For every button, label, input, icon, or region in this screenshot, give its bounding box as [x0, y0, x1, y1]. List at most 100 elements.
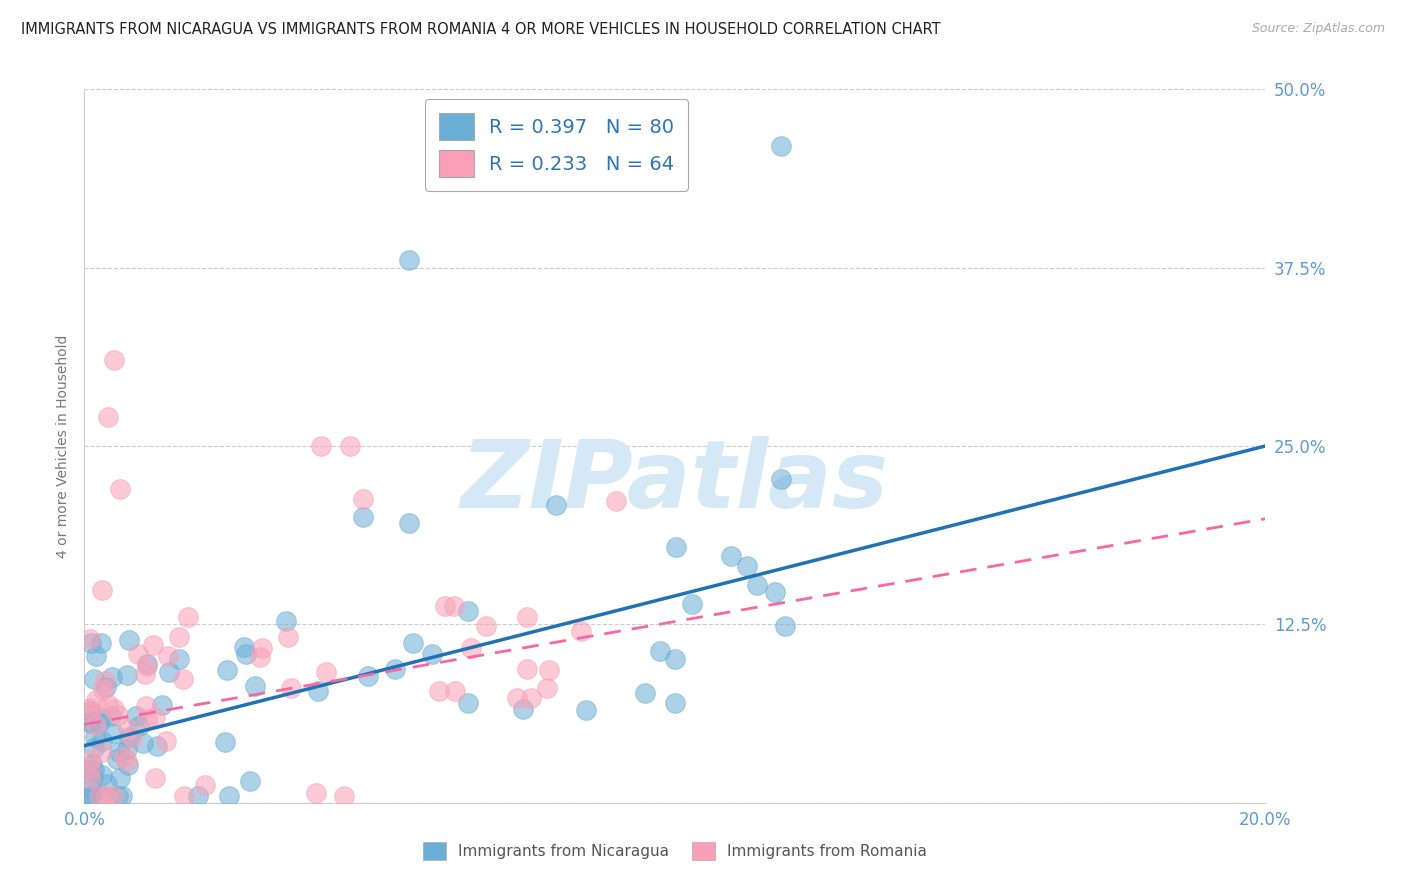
Point	[83, 672, 105, 686]
Point	[475, 619, 498, 633]
Point	[111, 789, 134, 803]
Point	[100, 669, 122, 683]
Point	[357, 669, 380, 683]
Point	[115, 742, 138, 756]
Point	[634, 686, 657, 700]
Point	[108, 482, 131, 496]
Point	[84, 693, 107, 707]
Text: ZIPatlas: ZIPatlas	[461, 435, 889, 528]
Point	[117, 668, 139, 682]
Point	[332, 789, 354, 803]
Point	[79, 701, 101, 715]
Point	[79, 782, 101, 797]
Point	[91, 582, 114, 597]
Point	[108, 771, 131, 785]
Point	[105, 751, 128, 765]
Point	[101, 789, 124, 803]
Point	[218, 789, 240, 803]
Point	[398, 516, 420, 530]
Y-axis label: 4 or more Vehicles in Household: 4 or more Vehicles in Household	[56, 334, 70, 558]
Point	[90, 768, 112, 782]
Point	[79, 706, 101, 720]
Point	[544, 498, 567, 512]
Point	[127, 647, 149, 661]
Point	[87, 716, 110, 731]
Point	[747, 578, 769, 592]
Point	[97, 410, 120, 425]
Point	[773, 619, 796, 633]
Point	[96, 776, 118, 790]
Point	[434, 599, 457, 613]
Point	[91, 682, 114, 697]
Point	[84, 648, 107, 663]
Point	[117, 632, 139, 647]
Point	[103, 702, 125, 716]
Point	[280, 681, 302, 695]
Point	[384, 662, 406, 676]
Point	[352, 509, 374, 524]
Point	[352, 491, 374, 506]
Point	[650, 644, 672, 658]
Point	[232, 640, 254, 654]
Point	[108, 745, 131, 759]
Point	[146, 739, 169, 754]
Point	[80, 636, 103, 650]
Point	[115, 755, 138, 769]
Point	[83, 740, 105, 755]
Point	[249, 650, 271, 665]
Point	[173, 789, 195, 803]
Point	[156, 649, 179, 664]
Point	[235, 647, 257, 661]
Point	[90, 636, 112, 650]
Point	[89, 789, 111, 803]
Point	[112, 749, 135, 764]
Point	[152, 698, 174, 712]
Point	[155, 734, 177, 748]
Point	[100, 708, 122, 723]
Point	[135, 657, 157, 671]
Point	[167, 631, 190, 645]
Point	[79, 763, 101, 777]
Point	[79, 753, 101, 767]
Point	[770, 472, 793, 486]
Point	[79, 789, 101, 803]
Point	[307, 684, 329, 698]
Point	[735, 559, 758, 574]
Point	[457, 604, 479, 618]
Point	[720, 549, 742, 563]
Point	[250, 641, 273, 656]
Legend: Immigrants from Nicaragua, Immigrants from Romania: Immigrants from Nicaragua, Immigrants fr…	[416, 836, 934, 866]
Point	[118, 730, 141, 744]
Point	[187, 789, 209, 803]
Point	[131, 736, 153, 750]
Point	[121, 731, 143, 745]
Point	[94, 681, 117, 695]
Point	[664, 696, 686, 710]
Point	[402, 636, 425, 650]
Point	[516, 610, 538, 624]
Point	[143, 772, 166, 786]
Point	[79, 789, 101, 803]
Point	[117, 758, 139, 772]
Point	[79, 714, 101, 729]
Point	[82, 756, 104, 771]
Point	[90, 789, 112, 803]
Point	[512, 702, 534, 716]
Point	[124, 709, 146, 723]
Point	[86, 718, 108, 732]
Point	[215, 664, 238, 678]
Point	[79, 704, 101, 718]
Point	[83, 764, 105, 778]
Point	[398, 253, 420, 268]
Point	[103, 353, 125, 368]
Point	[91, 746, 114, 760]
Point	[90, 711, 112, 725]
Point	[157, 665, 180, 679]
Point	[177, 610, 200, 624]
Point	[194, 778, 217, 792]
Point	[97, 697, 120, 711]
Point	[569, 624, 592, 638]
Point	[681, 597, 703, 611]
Point	[770, 139, 793, 153]
Point	[107, 789, 129, 803]
